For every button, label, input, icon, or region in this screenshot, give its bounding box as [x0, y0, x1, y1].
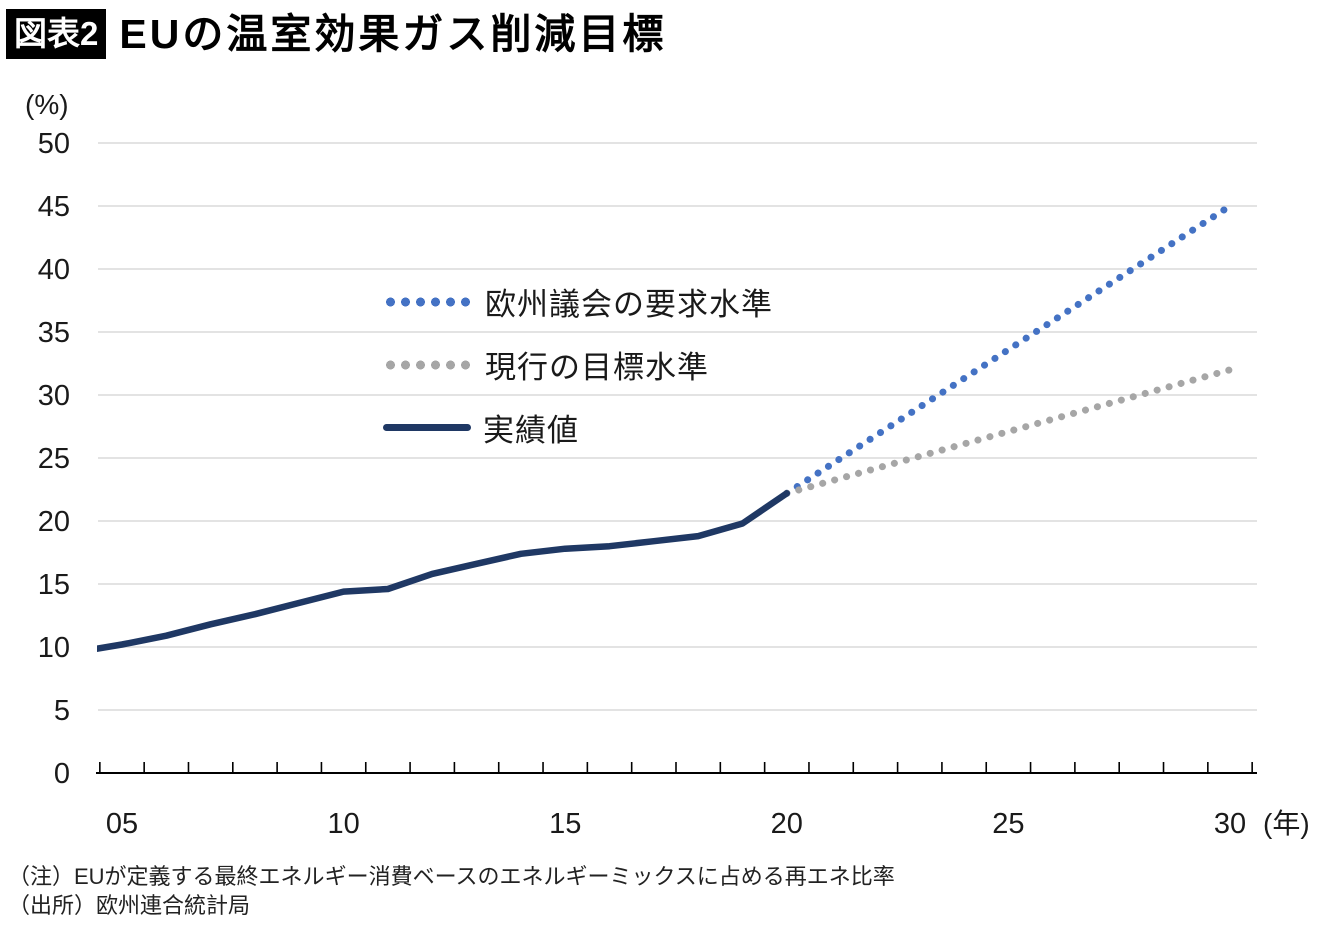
solid-line-swatch-icon [383, 424, 471, 431]
series-line-current-target [783, 366, 1234, 497]
source-text: （出所）欧州連合統計局 [8, 893, 251, 918]
figure-title: EUの温室効果ガス削減目標 [119, 11, 667, 57]
y-axis-tick-label: 15 [38, 569, 70, 601]
legend-label: 現行の目標水準 [485, 350, 709, 385]
series-line-actual [97, 490, 791, 653]
y-axis-tick-label: 25 [38, 443, 70, 475]
legend-item-current-target: 現行の目標水準 [383, 333, 773, 396]
note-text: （注）EUが定義する最終エネルギー消費ベースのエネルギーミックスに占める再エネ比… [8, 864, 895, 889]
legend-label: 実績値 [483, 413, 579, 448]
dotted-line-swatch-icon [383, 359, 473, 370]
figure-number-badge: 図表2 [6, 9, 107, 59]
y-axis-tick-label: 40 [38, 254, 70, 286]
x-axis-tick-label: 10 [327, 808, 359, 840]
y-axis-unit-label: (%) [25, 89, 69, 120]
dotted-line-swatch-icon [383, 296, 473, 307]
x-axis-unit-label: (年) [1263, 808, 1310, 839]
series-line-parliament-demand [783, 202, 1234, 497]
y-axis-tick-label: 35 [38, 317, 70, 349]
legend-item-actual: 実績値 [383, 396, 773, 459]
legend-label: 欧州議会の要求水準 [485, 287, 773, 322]
x-axis-tick-label: 15 [549, 808, 581, 840]
y-axis-tick-label: 30 [38, 380, 70, 412]
x-axis-tick-label: 25 [992, 808, 1024, 840]
x-axis-tick-label: 20 [771, 808, 803, 840]
x-axis-tick-label: 30 [1214, 808, 1246, 840]
figure-header: 図表2 EUの温室効果ガス削減目標 [6, 8, 666, 60]
x-axis-tick-label: 05 [106, 808, 138, 840]
legend-item-parliament-demand: 欧州議会の要求水準 [383, 270, 773, 333]
chart-legend: 欧州議会の要求水準 現行の目標水準 実績値 [383, 270, 773, 459]
y-axis-tick-label: 0 [54, 758, 70, 790]
y-axis-tick-label: 20 [38, 506, 70, 538]
y-axis-tick-label: 5 [54, 695, 70, 727]
y-axis-tick-label: 10 [38, 632, 70, 664]
footnotes: （注）EUが定義する最終エネルギー消費ベースのエネルギーミックスに占める再エネ比… [8, 862, 895, 920]
y-axis-tick-label: 45 [38, 191, 70, 223]
y-axis-tick-label: 50 [38, 128, 70, 160]
